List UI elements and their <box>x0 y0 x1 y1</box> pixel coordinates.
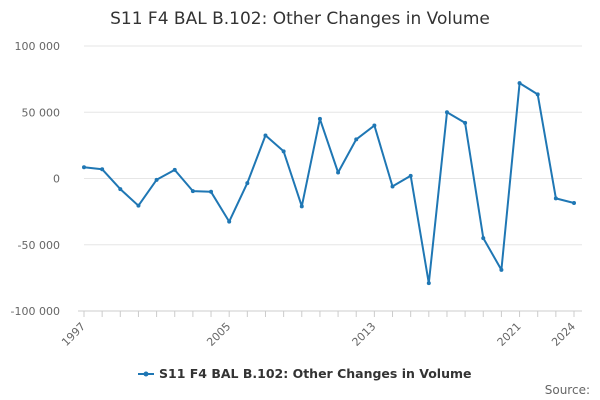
data-point[interactable] <box>553 196 558 201</box>
y-tick-label: -100 000 <box>11 305 60 318</box>
data-point[interactable] <box>209 189 214 194</box>
data-point[interactable] <box>299 204 304 209</box>
legend-label: S11 F4 BAL B.102: Other Changes in Volum… <box>159 366 472 381</box>
y-tick-label: 0 <box>53 173 60 186</box>
data-point[interactable] <box>118 187 123 192</box>
y-tick-label: -50 000 <box>18 239 60 252</box>
data-point[interactable] <box>481 236 486 241</box>
x-axis: 1997 2005 2013 2021 2024 <box>59 310 582 349</box>
data-point[interactable] <box>227 219 232 224</box>
x-tick-label: 2024 <box>549 320 578 349</box>
chart-title: S11 F4 BAL B.102: Other Changes in Volum… <box>110 9 490 29</box>
data-point[interactable] <box>317 116 322 121</box>
data-point[interactable] <box>82 165 86 170</box>
legend-marker <box>143 371 149 377</box>
data-point[interactable] <box>390 184 395 189</box>
data-point[interactable] <box>172 167 177 172</box>
y-tick-label: 50 000 <box>22 106 61 119</box>
data-point[interactable] <box>263 133 268 138</box>
data-point[interactable] <box>372 123 377 128</box>
data-point[interactable] <box>572 201 576 206</box>
data-point[interactable] <box>463 120 468 125</box>
data-point[interactable] <box>245 181 250 186</box>
data-point[interactable] <box>444 110 449 115</box>
data-point[interactable] <box>517 81 522 86</box>
data-point[interactable] <box>190 189 195 194</box>
data-point[interactable] <box>154 177 159 182</box>
plot-area <box>82 81 576 286</box>
data-point[interactable] <box>535 92 540 97</box>
data-point[interactable] <box>281 149 286 154</box>
x-tick-label: 1997 <box>59 320 88 349</box>
data-point[interactable] <box>426 281 431 286</box>
data-point[interactable] <box>408 173 413 178</box>
data-point[interactable] <box>136 203 141 208</box>
series-line <box>83 82 575 285</box>
x-tick-label: 2013 <box>350 320 379 349</box>
legend[interactable]: S11 F4 BAL B.102: Other Changes in Volum… <box>138 366 472 381</box>
y-tick-label: 100 000 <box>15 40 61 53</box>
data-point[interactable] <box>100 167 105 172</box>
source-label[interactable]: Source: <box>545 383 590 397</box>
data-point[interactable] <box>354 137 359 142</box>
x-tick-label: 2021 <box>495 320 524 349</box>
x-tick-label: 2005 <box>204 320 233 349</box>
data-point[interactable] <box>336 170 341 175</box>
data-point[interactable] <box>499 267 504 272</box>
y-axis: 100 000 50 000 0 -50 000 -100 000 <box>11 40 60 318</box>
